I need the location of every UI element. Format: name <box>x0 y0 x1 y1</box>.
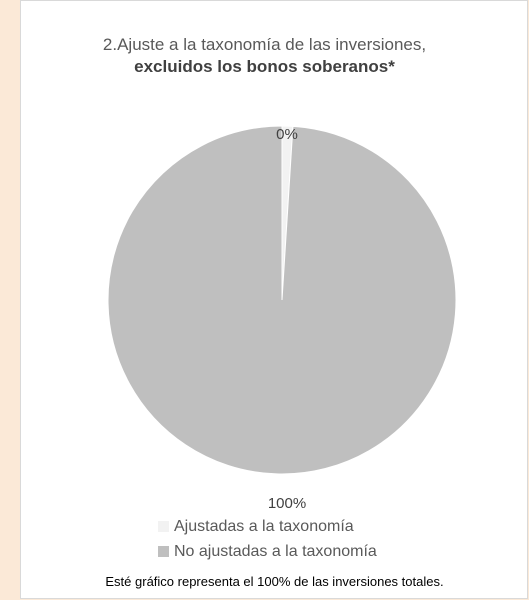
legend-swatch-no-ajustadas <box>158 546 169 557</box>
chart-title-line1: 2.Ajuste a la taxonomía de las inversion… <box>102 35 427 54</box>
slice-label-ajustadas: 0% <box>276 126 298 143</box>
chart-legend: Ajustadas a la taxonomía No ajustadas a … <box>158 514 377 564</box>
chart-footnote: Esté gráfico representa el 100% de las i… <box>105 574 444 589</box>
chart-title-line2: excluidos los bonos soberanos* <box>134 57 395 76</box>
legend-label-ajustadas: Ajustadas a la taxonomía <box>174 517 354 535</box>
slice-label-no-ajustadas: 100% <box>267 495 307 512</box>
legend-swatch-ajustadas <box>158 521 169 532</box>
legend-label-no-ajustadas: No ajustadas a la taxonomía <box>174 542 377 560</box>
legend-item-ajustadas: Ajustadas a la taxonomía <box>158 514 377 539</box>
chart-title: 2.Ajuste a la taxonomía de las inversion… <box>0 34 529 78</box>
pie-slice-1 <box>107 125 457 475</box>
legend-item-no-ajustadas: No ajustadas a la taxonomía <box>158 539 377 564</box>
